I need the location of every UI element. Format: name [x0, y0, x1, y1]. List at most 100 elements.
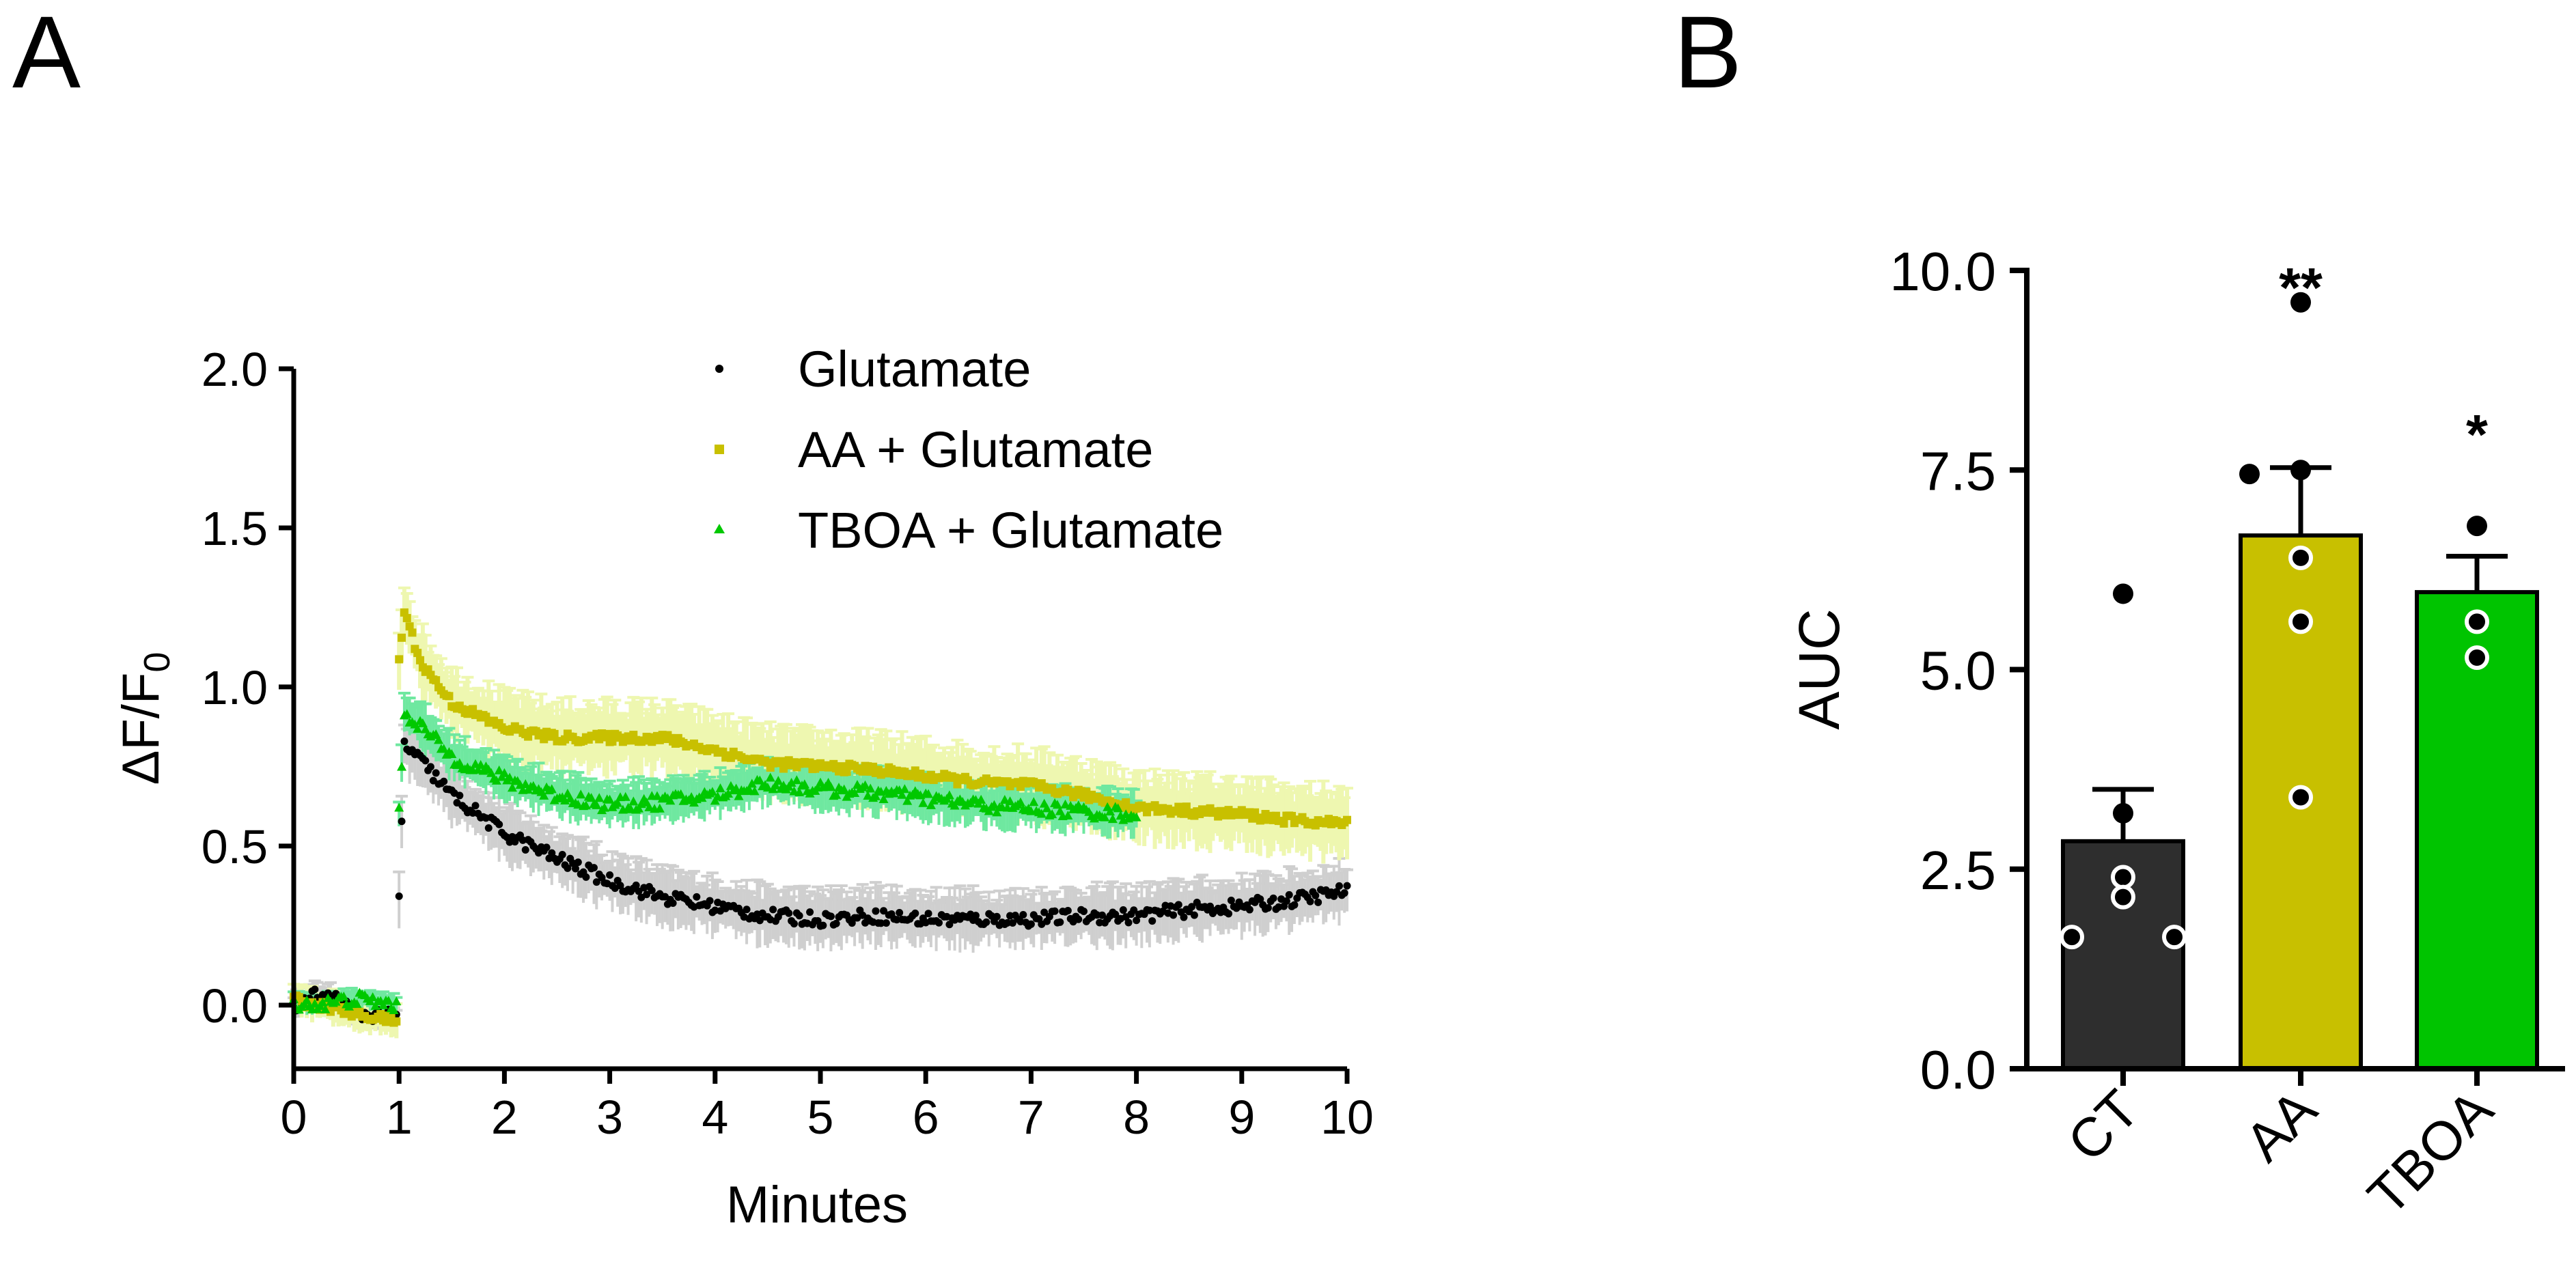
tboa-glutamate-point: [826, 782, 836, 791]
tboa-glutamate-point: [870, 791, 881, 800]
aa-glutamate-point: [1343, 815, 1351, 824]
aa-data-point: [2290, 292, 2311, 313]
glutamate-point: [819, 921, 827, 929]
tboa-glutamate-point: [865, 783, 876, 793]
glutamate-point: [635, 887, 643, 895]
glutamate-point: [648, 886, 656, 895]
tboa-glutamate-point: [863, 790, 873, 800]
ct-data-point: [2113, 583, 2133, 604]
tboa-data-point: [2465, 645, 2489, 670]
glutamate-point: [1019, 910, 1027, 919]
glutamate-point: [1174, 901, 1182, 909]
tboa-glutamate-point: [1063, 810, 1073, 819]
aa-glutamate-point: [413, 649, 422, 658]
glutamate-point: [311, 985, 319, 994]
ct-data-point: [2113, 802, 2133, 824]
glutamate-point: [1264, 903, 1272, 912]
tboa-glutamate-point: [839, 784, 849, 794]
tboa-glutamate-point: [644, 802, 654, 811]
tboa-glutamate-point: [491, 775, 501, 785]
tboa-glutamate-point: [413, 724, 423, 733]
glutamate-point: [743, 906, 751, 914]
glutamate-point: [1225, 910, 1233, 918]
glutamate-point: [542, 843, 551, 852]
glutamate-point: [1064, 907, 1072, 915]
tboa-glutamate-point: [402, 709, 412, 718]
x-tick-label: 8: [1123, 1091, 1150, 1144]
glutamate-point: [924, 910, 932, 918]
tboa-glutamate-point: [734, 791, 744, 800]
glutamate-point: [1008, 919, 1016, 927]
glutamate-point: [1269, 894, 1277, 902]
glutamate-point: [872, 907, 880, 915]
tboa-glutamate-point: [394, 802, 404, 812]
glutamate-point: [1040, 908, 1049, 916]
x-tick-label: 1: [386, 1091, 413, 1144]
aa-glutamate-point: [805, 758, 814, 767]
y-tick-label: 2.5: [1920, 840, 1996, 901]
glutamate-point: [606, 871, 614, 879]
tboa-glutamate-point: [613, 798, 623, 807]
ct-data-point: [2060, 925, 2084, 950]
glutamate-point: [1169, 911, 1178, 919]
y-tick-label: 7.5: [1920, 440, 1996, 501]
aa-data-point: [2290, 460, 2311, 481]
tboa-glutamate-point: [707, 787, 717, 796]
tboa-glutamate-point: [860, 780, 870, 789]
legend-label-aa: AA + Glutamate: [798, 421, 1153, 478]
tboa-glutamate-point: [765, 772, 775, 782]
x-tick-label: 7: [1018, 1091, 1044, 1144]
tboa-glutamate-point: [1042, 803, 1052, 813]
glutamate-point: [1027, 920, 1035, 928]
aa-glutamate-point: [408, 628, 417, 637]
x-tick-label: 10: [1320, 1091, 1374, 1144]
aa-glutamate-point: [1279, 819, 1288, 828]
y-tick-label: 2.0: [202, 343, 268, 396]
glutamate-point: [632, 881, 640, 889]
glutamate-point: [1096, 919, 1104, 927]
glutamate-point: [395, 892, 403, 900]
panel-a-label: A: [12, 0, 81, 109]
tboa-glutamate-point: [605, 794, 615, 804]
glutamate-point: [592, 878, 600, 886]
glutamate-point: [795, 912, 803, 920]
tboa-glutamate-point: [397, 761, 407, 771]
glutamate-point: [571, 865, 579, 873]
ct-data-point: [2111, 865, 2135, 890]
glutamate-point: [827, 912, 835, 921]
tboa-glutamate-point: [546, 784, 557, 794]
data-points-layer: [289, 608, 1351, 1027]
x-tick-label: 0: [281, 1091, 307, 1144]
tboa-glutamate-point: [391, 996, 402, 1006]
tboa-glutamate-point: [747, 779, 757, 788]
legend-label-tboa: TBOA + Glutamate: [798, 502, 1223, 559]
glutamate-point: [769, 906, 777, 914]
tboa-glutamate-point: [900, 784, 910, 794]
glutamate-point: [832, 919, 840, 927]
glutamate-point: [564, 864, 572, 872]
tboa-glutamate-point: [1131, 812, 1141, 822]
glutamate-point: [1245, 906, 1254, 914]
tboa-glutamate-point: [944, 790, 954, 800]
tboa-glutamate-point: [368, 992, 378, 1001]
aa-glutamate-point: [445, 692, 454, 701]
y-tick-label: 1.5: [202, 502, 268, 555]
aa-glutamate-point: [603, 729, 611, 738]
glutamate-point: [982, 918, 991, 926]
glutamate-point: [1190, 911, 1198, 919]
tboa-glutamate-point: [318, 997, 328, 1007]
tboa-glutamate-point: [576, 789, 586, 799]
tboa-glutamate-point: [989, 800, 999, 809]
tboa-glutamate-point: [771, 780, 781, 789]
tboa-glutamate-point: [539, 790, 549, 800]
y-tick-label: 5.0: [1920, 641, 1996, 701]
glutamate-point: [1051, 907, 1059, 915]
glutamate-point: [471, 802, 480, 810]
tboa-glutamate-point: [1005, 796, 1015, 806]
tboa-category-label: TBOA: [2356, 1078, 2504, 1226]
aa-glutamate-point: [392, 1017, 401, 1026]
glutamate-point: [934, 919, 943, 927]
glutamate-point: [1146, 906, 1154, 914]
tboa-glutamate-point: [652, 791, 662, 800]
x-tick-label: 6: [913, 1091, 939, 1144]
